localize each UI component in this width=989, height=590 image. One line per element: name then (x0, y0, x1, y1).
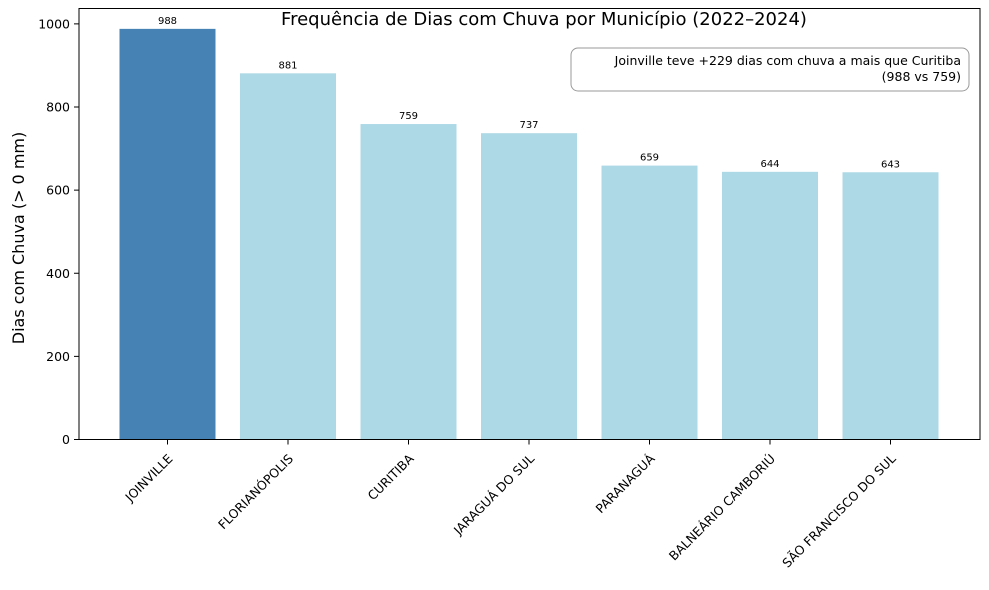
bar-value-label: 759 (399, 111, 418, 122)
chart-title: Frequência de Dias com Chuva por Municíp… (281, 9, 807, 30)
y-tick-label: 200 (46, 349, 70, 364)
annotation-box: Joinville teve +229 dias com chuva a mai… (570, 47, 970, 92)
y-tick-label: 0 (62, 432, 70, 447)
bar (842, 172, 939, 440)
data-labels-group: 988 881 759 737 659 644 643 (158, 16, 900, 170)
bars-group (119, 28, 939, 440)
y-tick-label: 600 (46, 183, 70, 198)
plot-area-frame (78, 8, 981, 440)
y-tick-label: 400 (46, 266, 70, 281)
bar-value-label: 644 (760, 159, 779, 170)
bar (722, 171, 818, 440)
y-axis-label: Dias com Chuva (> 0 mm) (9, 132, 28, 344)
annotation-line-1: Joinville teve +229 dias com chuva a mai… (614, 53, 961, 68)
y-tick-label: 800 (46, 100, 70, 115)
bar-value-label: 988 (158, 16, 177, 27)
bar-value-label: 643 (881, 159, 900, 170)
annotation-background (570, 47, 970, 92)
bar-value-label: 737 (519, 120, 538, 131)
bar (360, 124, 457, 440)
bar (601, 165, 698, 440)
bar (481, 133, 577, 440)
bar-value-label: 659 (640, 153, 659, 164)
bar-value-label: 881 (278, 60, 297, 71)
bar (119, 28, 216, 440)
y-tick-label: 1000 (38, 16, 70, 31)
y-axis: 0 200 400 600 800 1000 (38, 16, 79, 447)
bar (240, 73, 336, 440)
annotation-line-2: (988 vs 759) (882, 69, 961, 84)
